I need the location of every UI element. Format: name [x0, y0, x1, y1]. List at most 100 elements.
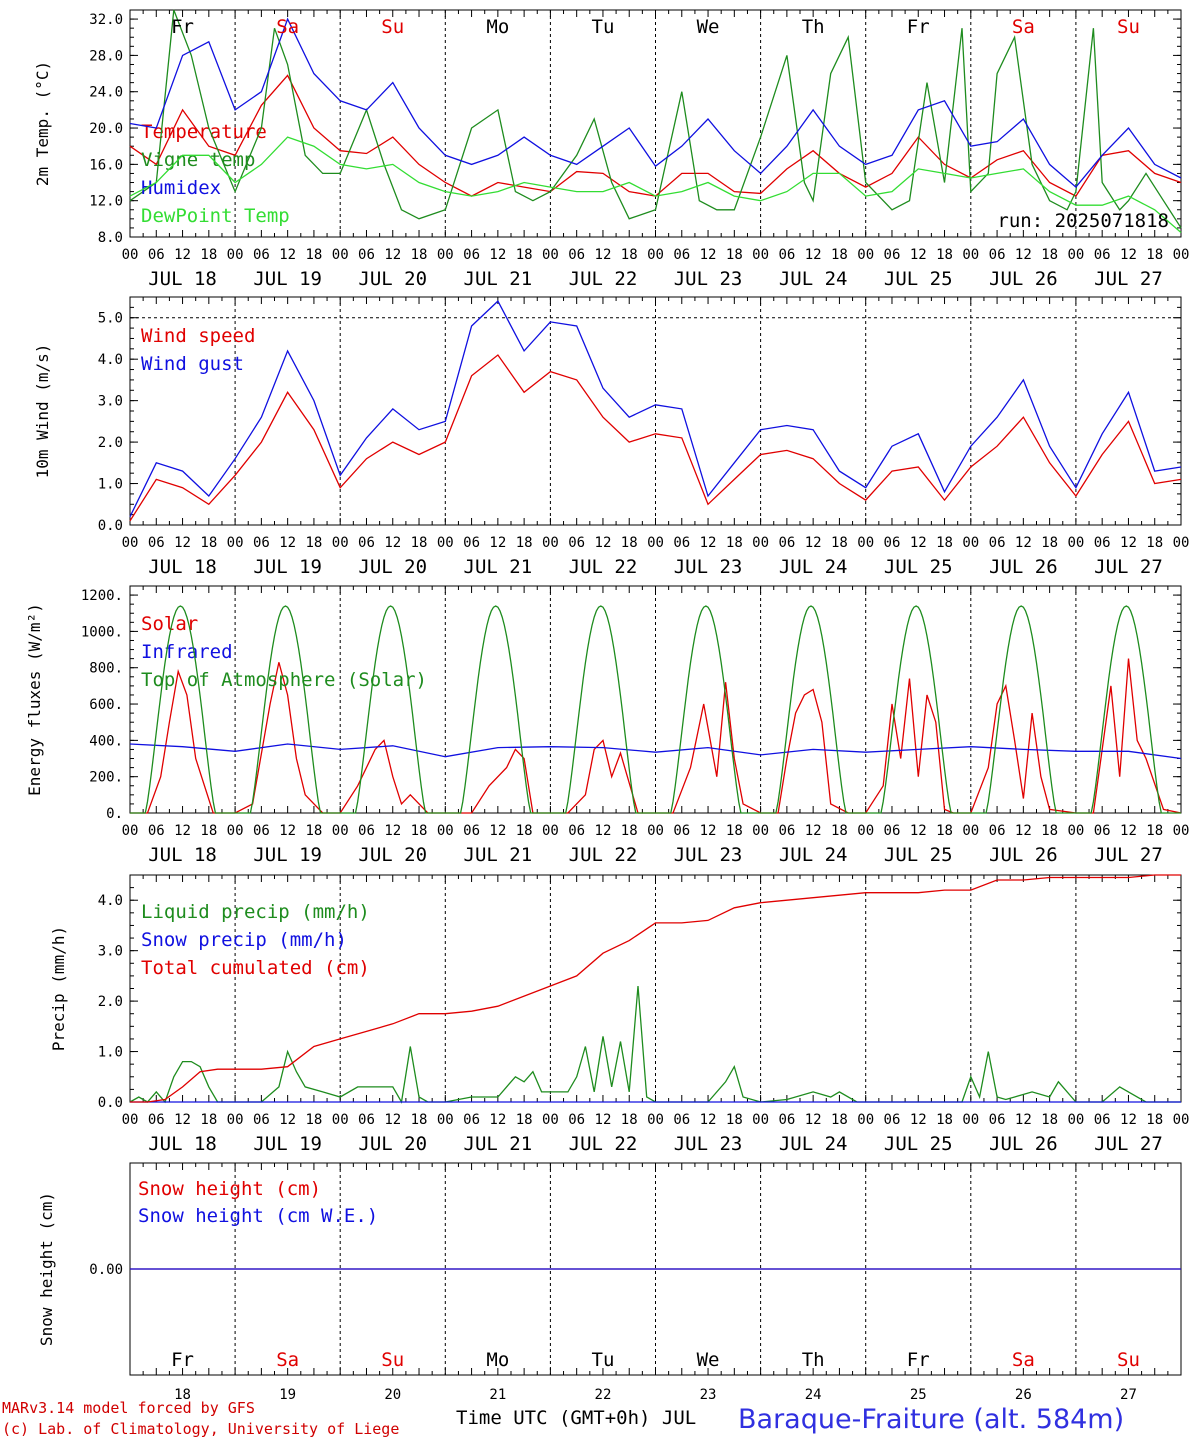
hour-tick-label: 06 — [778, 247, 795, 263]
day-name: Su — [1117, 16, 1140, 38]
hour-tick-label: 12 — [174, 823, 191, 839]
hour-tick-label: 06 — [884, 823, 901, 839]
day-name: Mo — [486, 1349, 509, 1371]
date-label: JUL 21 — [464, 268, 533, 290]
hour-tick-label: 00 — [1067, 535, 1084, 551]
hour-tick-label: 18 — [831, 823, 848, 839]
hour-tick-label: 12 — [805, 535, 822, 551]
hour-tick-label: 18 — [305, 1112, 322, 1128]
y-tick-label: 24.0 — [89, 85, 123, 101]
date-label: JUL 20 — [358, 268, 427, 290]
hour-tick-label: 00 — [332, 1112, 349, 1128]
hour-tick-label: 06 — [673, 535, 690, 551]
hour-tick-label: 18 — [1146, 247, 1163, 263]
hour-tick-label: 00 — [227, 823, 244, 839]
y-tick-label: 3.0 — [98, 394, 123, 410]
hour-tick-label: 00 — [647, 535, 664, 551]
hour-tick-label: 12 — [910, 1112, 927, 1128]
date-label: JUL 23 — [674, 556, 743, 578]
date-label: JUL 18 — [148, 1133, 217, 1155]
hour-tick-label: 18 — [831, 247, 848, 263]
day-name: Fr — [907, 16, 930, 38]
day-number: 21 — [489, 1387, 506, 1403]
date-label: JUL 23 — [674, 844, 743, 866]
y-axis-label: Energy fluxes (W/m²) — [25, 603, 44, 796]
hour-tick-label: 06 — [148, 535, 165, 551]
y-tick-label: 8.0 — [98, 230, 123, 246]
series-line-green — [129, 9, 1182, 229]
hour-tick-label: 12 — [384, 535, 401, 551]
hour-tick-label: 00 — [122, 823, 139, 839]
hour-tick-label: 06 — [463, 823, 480, 839]
y-axis-label: Snow height (cm) — [37, 1192, 56, 1346]
hour-tick-label: 00 — [1067, 247, 1084, 263]
day-name: Sa — [276, 1349, 299, 1371]
hour-tick-label: 12 — [384, 823, 401, 839]
legend-entry: Wind gust — [141, 353, 244, 375]
hour-tick-label: 00 — [647, 247, 664, 263]
hour-tick-label: 00 — [752, 1112, 769, 1128]
y-tick-label: 1200. — [81, 588, 123, 604]
day-name: Th — [802, 16, 825, 38]
hour-tick-label: 18 — [726, 823, 743, 839]
date-label: JUL 22 — [569, 556, 638, 578]
date-label: JUL 21 — [464, 556, 533, 578]
y-tick-label: 600. — [89, 697, 123, 713]
hour-tick-label: 12 — [1015, 1112, 1032, 1128]
hour-tick-label: 18 — [1146, 823, 1163, 839]
hour-tick-label: 18 — [1146, 535, 1163, 551]
hour-tick-label: 18 — [516, 1112, 533, 1128]
date-label: JUL 19 — [253, 1133, 322, 1155]
hour-tick-label: 06 — [463, 247, 480, 263]
hour-tick-label: 18 — [1041, 823, 1058, 839]
hour-tick-label: 06 — [884, 535, 901, 551]
date-label: JUL 26 — [989, 1133, 1058, 1155]
y-tick-label: 28.0 — [89, 48, 123, 64]
hour-tick-label: 18 — [516, 823, 533, 839]
hour-tick-label: 00 — [227, 247, 244, 263]
day-name: Sa — [1012, 16, 1035, 38]
hour-tick-label: 06 — [673, 1112, 690, 1128]
hour-tick-label: 18 — [831, 535, 848, 551]
series-line-red — [130, 874, 1181, 1103]
hour-tick-label: 06 — [358, 823, 375, 839]
hour-tick-label: 00 — [962, 1112, 979, 1128]
model-credit: MARv3.14 model forced by GFS — [2, 1399, 255, 1417]
hour-tick-label: 18 — [411, 823, 428, 839]
x-axis-label: Time UTC (GMT+0h) JUL — [456, 1407, 696, 1429]
date-label: JUL 25 — [884, 844, 953, 866]
hour-tick-label: 06 — [148, 823, 165, 839]
date-label: JUL 22 — [569, 268, 638, 290]
hour-tick-label: 12 — [1015, 247, 1032, 263]
hour-tick-label: 18 — [305, 247, 322, 263]
hour-tick-label: 00 — [542, 247, 559, 263]
day-name: Th — [802, 1349, 825, 1371]
date-label: JUL 18 — [148, 268, 217, 290]
hour-tick-label: 00 — [752, 247, 769, 263]
y-tick-label: 4.0 — [98, 352, 123, 368]
day-number: 24 — [805, 1387, 822, 1403]
series-line-red — [129, 354, 1182, 522]
hour-tick-label: 00 — [332, 823, 349, 839]
legend-entry: Snow height (cm W.E.) — [138, 1205, 378, 1227]
hour-tick-label: 06 — [884, 1112, 901, 1128]
legend-entry: Vigne temp — [141, 149, 255, 171]
y-tick-label: 0.0 — [98, 518, 123, 534]
day-name: Tu — [592, 1349, 615, 1371]
hour-tick-label: 18 — [411, 1112, 428, 1128]
date-label: JUL 20 — [358, 556, 427, 578]
hour-tick-label: 06 — [253, 535, 270, 551]
hour-tick-label: 12 — [489, 247, 506, 263]
date-label: JUL 26 — [989, 268, 1058, 290]
hour-tick-label: 06 — [1094, 535, 1111, 551]
hour-tick-label: 06 — [358, 1112, 375, 1128]
day-number: 22 — [595, 1387, 612, 1403]
date-label: JUL 25 — [884, 556, 953, 578]
hour-tick-label: 06 — [778, 823, 795, 839]
hour-tick-label: 00 — [962, 535, 979, 551]
day-number: 25 — [910, 1387, 927, 1403]
date-label: JUL 20 — [358, 844, 427, 866]
legend-entry: Top of Atmosphere (Solar) — [141, 669, 427, 691]
date-label: JUL 27 — [1094, 844, 1163, 866]
hour-tick-label: 18 — [936, 823, 953, 839]
